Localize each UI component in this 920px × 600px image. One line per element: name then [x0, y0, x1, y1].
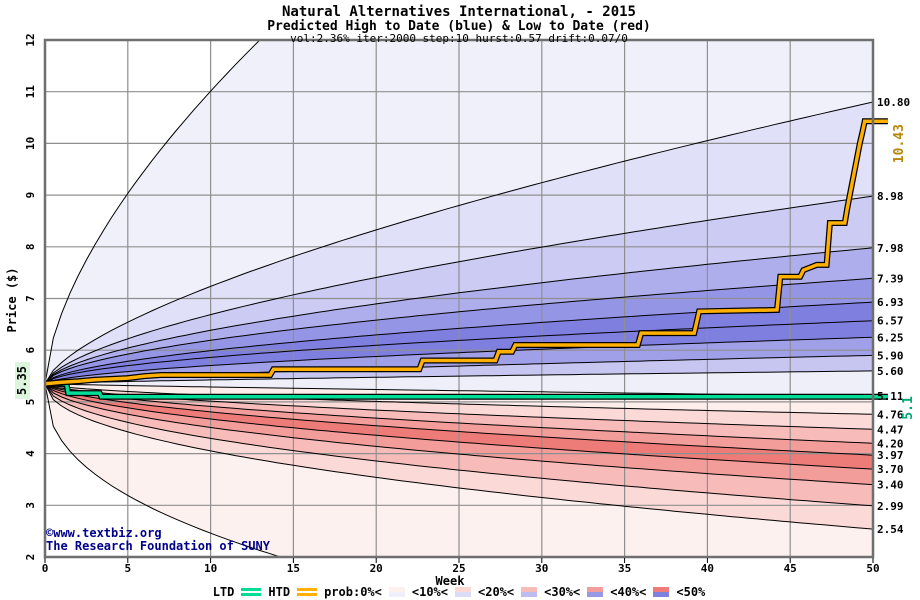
x-tick-label: 50: [866, 562, 879, 575]
simulation-params: vol:2.36% iter:2000 step:10 hurst:0.57 d…: [290, 32, 628, 45]
x-tick-label: 5: [124, 562, 131, 575]
chart-subtitle: Predicted High to Date (blue) & Low to D…: [267, 19, 651, 34]
plot-border: [43, 38, 875, 559]
low-percentile-line-70%: [45, 383, 873, 444]
htd-swatch: [297, 588, 318, 596]
low-percentile-line-60%: [45, 383, 873, 456]
y-tick-label: 4: [24, 450, 37, 457]
y-tick-label: 10: [24, 137, 37, 150]
probability-band: [45, 302, 873, 384]
high-percentile-line-0%: [45, 40, 261, 384]
right-value-label: 5.90: [877, 349, 904, 362]
probability-band: [45, 383, 873, 456]
right-value-label: 6.25: [877, 331, 904, 344]
low-percentile-line-40%: [45, 383, 873, 486]
legend-htd-label: HTD: [268, 585, 291, 599]
y-tick-label: 2: [24, 554, 37, 561]
probability-band: [45, 278, 873, 384]
legend-prob-label: <30%<: [544, 585, 581, 599]
y-tick-label: 7: [24, 295, 37, 302]
high-percentile-line-40%: [45, 277, 873, 385]
low-percentile-line-50%: [45, 383, 873, 470]
start-price-label: 5.35: [15, 362, 30, 399]
final-value-label: 5.1: [901, 396, 916, 420]
x-tick-label: 35: [618, 562, 631, 575]
right-value-label: 2.99: [877, 500, 904, 513]
x-tick-label: 25: [452, 562, 465, 575]
x-axis-label: Week: [435, 574, 465, 588]
probability-band: [45, 383, 873, 444]
x-tick-label: 40: [701, 562, 714, 575]
right-value-label: 7.39: [877, 272, 904, 285]
legend-prob-label: <10%<: [411, 585, 448, 599]
probability-band: [45, 383, 873, 530]
x-tick-label: 0: [42, 562, 49, 575]
htd-line: [44, 119, 888, 386]
x-tick-label: 45: [784, 562, 797, 575]
y-tick-label: 3: [24, 502, 37, 509]
y-tick-label: 8: [24, 243, 37, 250]
y-tick-label: 9: [24, 192, 37, 199]
right-value-label: 3.70: [877, 463, 904, 476]
y-tick-label: 5: [24, 399, 37, 406]
final-value-label: 10.43: [892, 124, 907, 163]
probability-band: [45, 383, 873, 470]
probability-swatch: [521, 587, 538, 597]
low-percentile-line-30%: [45, 383, 873, 507]
high-percentile-line-90%: [45, 370, 873, 385]
x-tick-label: 20: [370, 562, 383, 575]
legend-prob-label: <50%: [676, 585, 706, 599]
page-title: Natural Alternatives International, - 20…: [281, 4, 636, 20]
x-tick-label: 15: [287, 562, 300, 575]
y-axis-label: Price ($): [5, 267, 19, 333]
right-value-label: 4.76: [877, 408, 904, 421]
right-value-label: 2.54: [877, 523, 904, 536]
high-percentile-line-60%: [45, 320, 873, 385]
probability-band: [45, 40, 873, 384]
probability-swatch: [388, 587, 405, 597]
high-percentile-line-20%: [45, 195, 873, 385]
probability-band: [45, 247, 873, 384]
probability-swatch: [587, 587, 604, 597]
y-tick-label: 11: [24, 85, 37, 99]
x-tick-label: 30: [535, 562, 548, 575]
probability-band: [45, 383, 873, 485]
legend-ltd-label: LTD: [212, 585, 235, 599]
right-value-label: 8.98: [877, 190, 904, 203]
legend: LTD HTD prob:0%< <10%< <20%< <30%< <40%< <50%: [45, 585, 873, 599]
legend-prob-label: prob:0%<: [324, 585, 382, 599]
low-percentile-line-20%: [45, 383, 873, 530]
right-value-label: 4.47: [877, 423, 904, 436]
high-percentile-line-10%: [45, 101, 873, 385]
y-tick-label: 6: [24, 347, 37, 354]
gridlines: [45, 40, 873, 557]
low-percentile-line-0%: [45, 383, 283, 557]
right-value-label: 7.98: [877, 242, 904, 255]
watermark-line1: ©www.textbiz.org: [46, 526, 162, 540]
ltd-swatch: [241, 588, 262, 596]
right-value-label: 5.60: [877, 365, 904, 378]
legend-prob-label: <20%<: [478, 585, 515, 599]
right-value-label: 5.11: [877, 390, 904, 403]
probability-band: [45, 383, 873, 506]
probability-swatch: [455, 587, 471, 597]
probability-swatch: [653, 587, 670, 597]
right-value-label: 6.57: [877, 315, 904, 328]
probability-band: [45, 383, 873, 557]
right-value-label: 10.80: [877, 96, 910, 109]
right-value-label: 3.40: [877, 479, 904, 492]
y-tick-label: 12: [24, 33, 37, 46]
watermark: ©www.textbiz.org The Research Foundation…: [46, 527, 270, 553]
x-tick-label: 10: [204, 562, 217, 575]
high-percentile-line-70%: [45, 336, 873, 385]
right-value-label: 3.97: [877, 449, 904, 462]
watermark-line2: The Research Foundation of SUNY: [46, 539, 270, 553]
legend-prob-label: <40%<: [610, 585, 647, 599]
right-value-label: 4.20: [877, 437, 904, 450]
right-value-label: 6.93: [877, 296, 904, 309]
high-percentile-line-30%: [45, 247, 873, 385]
